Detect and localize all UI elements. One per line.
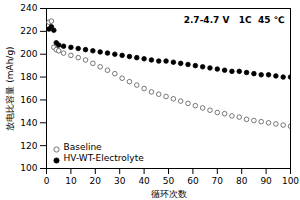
svg-text:0: 0 [44, 176, 50, 186]
svg-text:240: 240 [20, 3, 37, 13]
svg-text:HV-WT-Electrolyte: HV-WT-Electrolyte [64, 153, 145, 163]
svg-text:120: 120 [20, 141, 37, 151]
svg-text:80: 80 [236, 176, 248, 186]
svg-text:60: 60 [187, 176, 199, 186]
svg-text:50: 50 [163, 176, 175, 186]
svg-text:30: 30 [114, 176, 126, 186]
svg-text:2.7-4.7 V 1C 45 ℃: 2.7-4.7 V 1C 45 ℃ [184, 15, 285, 25]
svg-text:90: 90 [260, 176, 272, 186]
svg-text:200: 200 [20, 49, 37, 59]
svg-text:10: 10 [65, 176, 77, 186]
svg-text:100: 100 [282, 176, 299, 186]
svg-text:70: 70 [212, 176, 224, 186]
svg-text:40: 40 [138, 176, 150, 186]
svg-text:140: 140 [20, 118, 37, 128]
svg-text:160: 160 [20, 95, 37, 105]
svg-text:180: 180 [20, 72, 37, 82]
svg-text:20: 20 [90, 176, 102, 186]
svg-text:100: 100 [20, 163, 37, 173]
svg-text:循环次数: 循环次数 [151, 189, 187, 199]
svg-text:放电比容量 (mAh/g): 放电比容量 (mAh/g) [5, 46, 15, 130]
svg-text:220: 220 [20, 26, 37, 36]
svg-text:Baseline: Baseline [64, 142, 103, 152]
